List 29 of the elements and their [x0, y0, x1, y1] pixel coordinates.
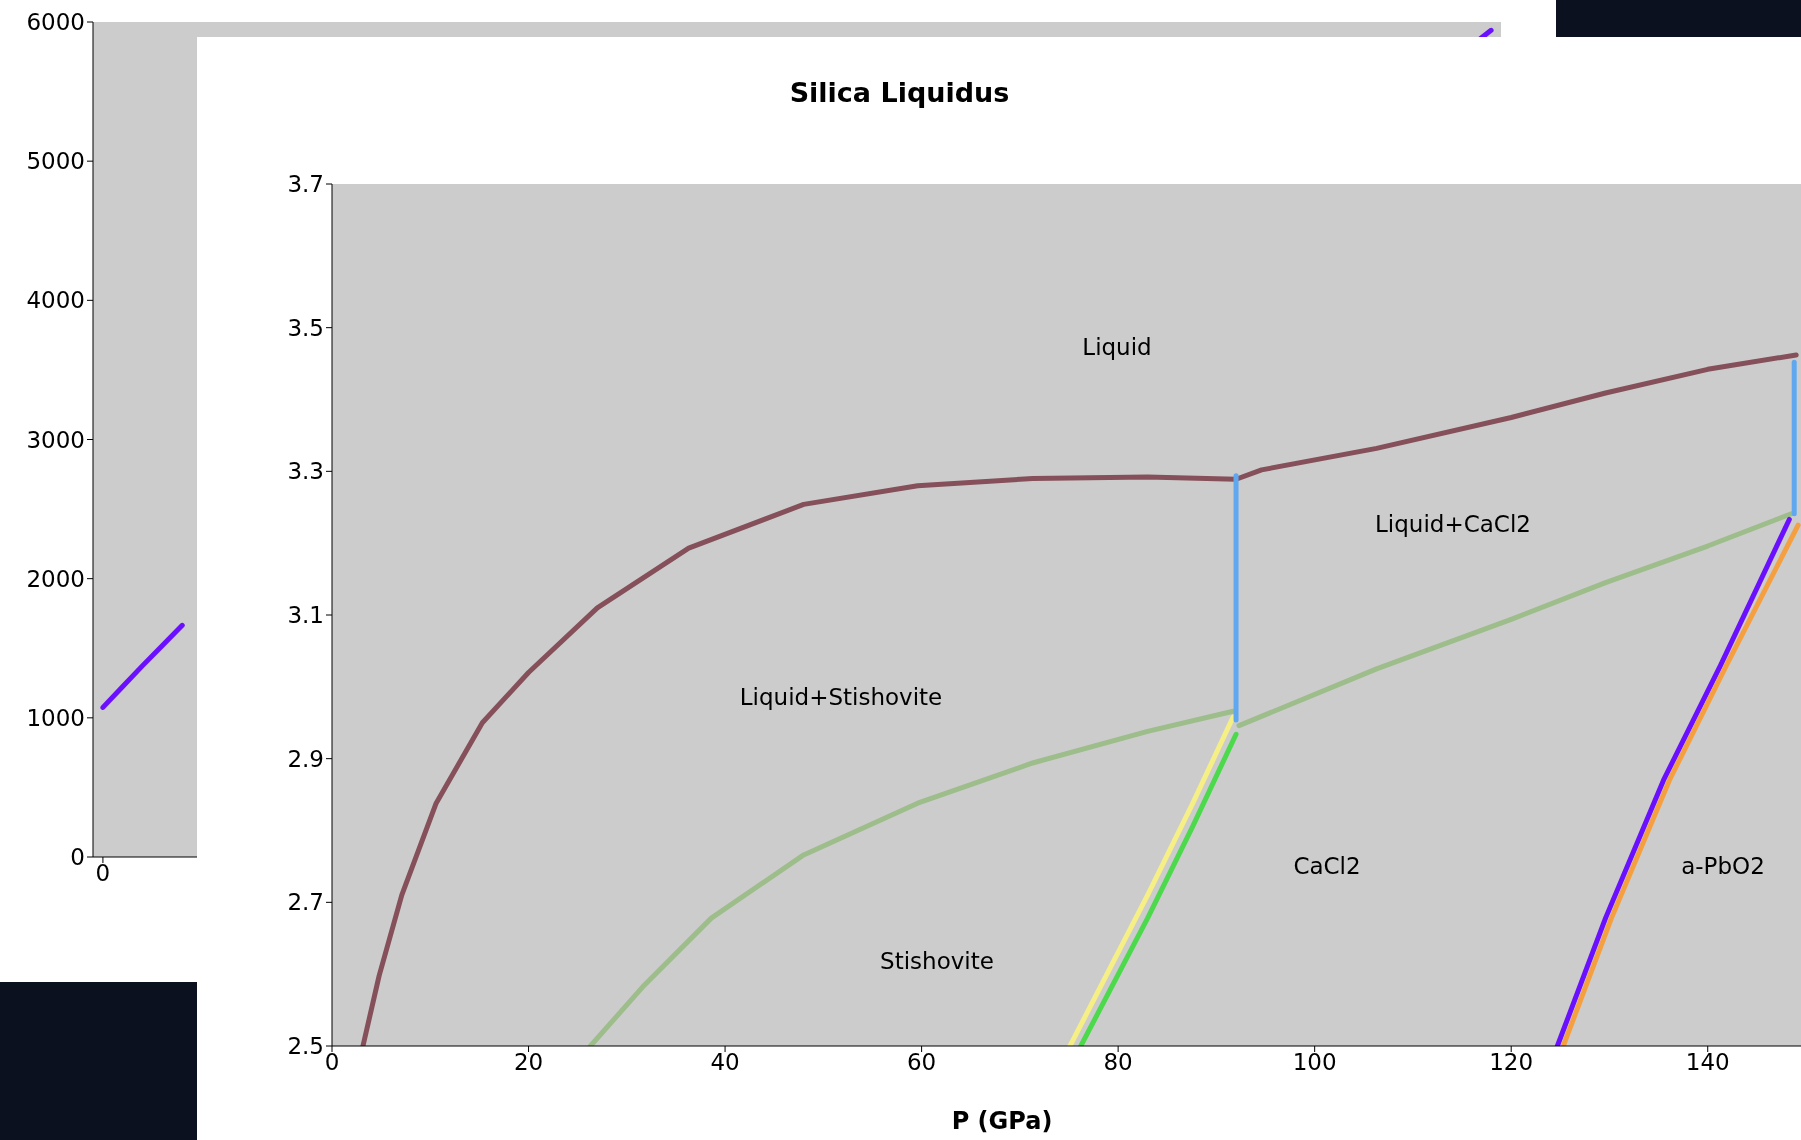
x-tick-label: 60	[906, 1049, 937, 1076]
annotation: Liquid+CaCl2	[1375, 511, 1531, 537]
chart-title: Silica Liquidus	[788, 77, 1011, 108]
y-tick-label: 2.7	[287, 889, 324, 916]
y-tick-label: 4000	[26, 287, 85, 314]
y-tick-label: 2.5	[287, 1033, 324, 1060]
y-tick-label: 5000	[26, 148, 85, 175]
y-tick-label: 3000	[26, 426, 85, 453]
x-tick-label: 40	[710, 1049, 740, 1076]
x-tick-label: 100	[1292, 1049, 1337, 1076]
x-tick-label: 140	[1685, 1049, 1730, 1076]
y-tick-label: 3.3	[287, 458, 324, 485]
x-tick-label: 120	[1489, 1049, 1534, 1076]
annotation: Liquid	[1082, 334, 1152, 360]
annotation: CaCl2	[1293, 853, 1361, 879]
y-tick-label: 0	[70, 844, 85, 871]
x-axis-title: P (GPa)	[950, 1107, 1054, 1135]
annotation: Liquid+Stishovite	[739, 684, 943, 710]
x-tick-label: 20	[513, 1049, 544, 1076]
y-tick-label: 1000	[26, 705, 85, 731]
x-tick-label: 80	[1103, 1049, 1133, 1076]
annotation: a-PbO2	[1681, 853, 1765, 879]
y-tick-label: 3.7	[287, 171, 324, 198]
y-tick-label: 2000	[26, 565, 85, 592]
y-tick-label: 3.1	[287, 602, 324, 629]
y-tick-label: 2.9	[287, 745, 324, 772]
annotation: Stishovite	[880, 948, 994, 974]
y-tick-label: 3.5	[287, 314, 324, 341]
y-tick-label: 6000	[26, 9, 85, 36]
